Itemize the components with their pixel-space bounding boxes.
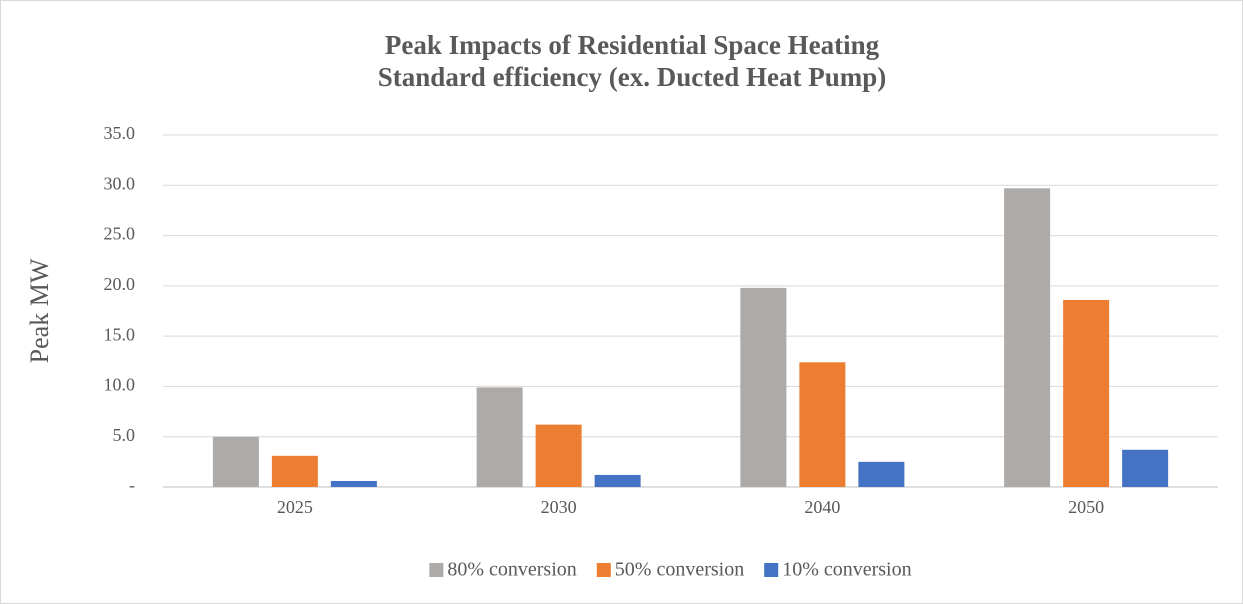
- legend-swatch: [764, 563, 779, 577]
- legend-label: 50% conversion: [615, 559, 744, 581]
- y-tick-label: 20.0: [104, 274, 136, 294]
- legend-swatch: [596, 563, 611, 577]
- chart-title: Peak Impacts of Residential Space Heatin…: [385, 30, 880, 60]
- bar: [330, 480, 377, 487]
- y-tick-label: 5.0: [113, 425, 136, 445]
- x-tick-label: 2050: [1068, 497, 1104, 517]
- bar: [740, 287, 787, 487]
- bar: [271, 455, 318, 487]
- bar: [212, 436, 259, 487]
- y-tick-label: 10.0: [104, 375, 136, 395]
- legend-label: 10% conversion: [782, 559, 911, 581]
- y-tick-label: 30.0: [104, 173, 136, 193]
- y-tick-label: 15.0: [104, 324, 136, 344]
- x-tick-label: 2040: [804, 497, 840, 517]
- y-tick-label: -: [129, 475, 135, 495]
- x-tick-label: 2025: [277, 497, 313, 517]
- bar: [1122, 449, 1169, 487]
- bar: [858, 461, 905, 487]
- y-tick-label: 35.0: [104, 123, 136, 143]
- y-tick-label: 25.0: [104, 224, 136, 244]
- bar: [535, 424, 582, 487]
- y-axis-title: Peak MW: [25, 258, 54, 363]
- chart-subtitle: Standard efficiency (ex. Ducted Heat Pum…: [378, 62, 886, 92]
- bar: [1004, 188, 1051, 487]
- legend-swatch: [429, 563, 444, 577]
- x-tick-label: 2030: [541, 497, 577, 517]
- bar: [476, 387, 523, 487]
- bar: [1063, 299, 1110, 487]
- bar: [594, 474, 641, 487]
- bar: [799, 362, 846, 487]
- legend-label: 80% conversion: [447, 559, 576, 581]
